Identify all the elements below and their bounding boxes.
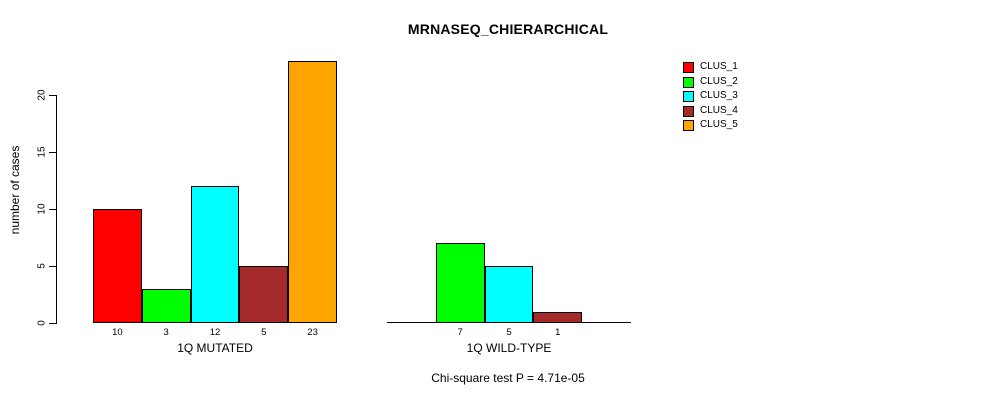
- bar-clus_1: [93, 209, 142, 323]
- bar-value-label: 10: [112, 327, 123, 338]
- bar-clus_3: [484, 266, 534, 323]
- chi-square-annotation: Chi-square test P = 4.71e-05: [431, 371, 585, 385]
- bar-value-label: 3: [163, 327, 169, 338]
- y-axis-tick: [49, 208, 56, 210]
- bar-value-label: 23: [307, 327, 318, 338]
- legend-label: CLUS_1: [700, 61, 738, 72]
- legend-swatch-clus_5: [683, 120, 694, 132]
- y-axis-tick: [49, 151, 56, 153]
- bar-value-label: 1: [555, 327, 561, 338]
- legend-swatch-clus_1: [683, 62, 694, 73]
- bar-clus_2: [141, 288, 191, 323]
- legend-label: CLUS_4: [700, 104, 738, 116]
- legend-swatch-clus_2: [683, 76, 694, 88]
- y-axis-line: [56, 95, 57, 324]
- legend-label: CLUS_3: [700, 90, 738, 102]
- y-tick-label: 10: [36, 203, 48, 215]
- y-axis-tick: [49, 322, 56, 324]
- bar-value-label: 12: [209, 327, 221, 338]
- y-tick-label: 20: [36, 89, 48, 101]
- legend-swatch-clus_3: [683, 91, 694, 103]
- y-axis-title: number of cases: [8, 145, 22, 235]
- bar-clus_4: [239, 266, 289, 323]
- y-tick-label: 15: [36, 146, 48, 158]
- bar-clus_4: [533, 311, 583, 323]
- bar-clus_2: [435, 243, 485, 323]
- legend-swatch-clus_4: [683, 105, 694, 117]
- bar-clus_3: [190, 186, 240, 323]
- y-tick-label: 5: [36, 263, 48, 269]
- group-label: 1Q WILD-TYPE: [466, 341, 552, 355]
- bar-clus_5: [288, 60, 337, 323]
- bar-value-label: 7: [457, 327, 463, 338]
- legend-label: CLUS_2: [700, 75, 738, 87]
- y-axis-tick: [49, 265, 56, 267]
- legend-label: CLUS_5: [700, 119, 738, 131]
- chart-title: MRNASEQ_CHIERARCHICAL: [407, 21, 609, 37]
- bar-value-label: 5: [506, 327, 512, 338]
- bar-value-label: 5: [261, 327, 267, 338]
- y-tick-label: 0: [36, 320, 48, 326]
- group-label: 1Q MUTATED: [177, 341, 253, 355]
- y-axis-tick: [49, 94, 56, 96]
